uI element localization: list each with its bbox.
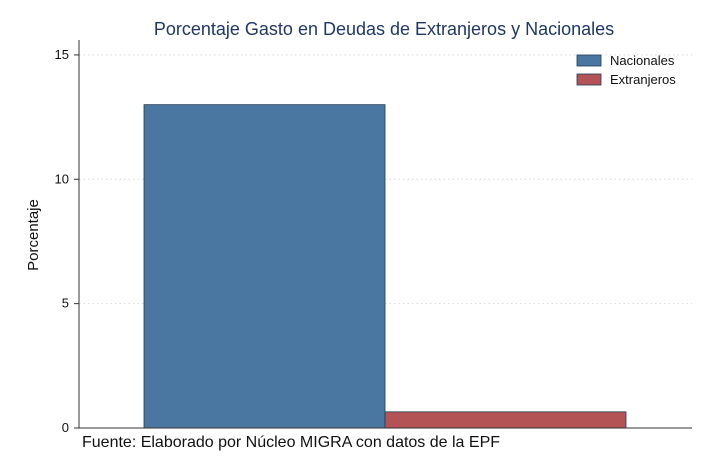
source-note: Fuente: Elaborado por Núcleo MIGRA con d… (82, 434, 500, 451)
y-tick-label: 0 (62, 420, 69, 435)
legend: Nacionales Extranjeros (576, 53, 676, 87)
legend-swatch-nacionales (576, 54, 602, 67)
y-tick-label: 15 (55, 47, 69, 62)
legend-swatch-extranjeros (576, 73, 602, 86)
chart-title: Porcentaje Gasto en Deudas de Extranjero… (154, 19, 614, 39)
y-tick-label: 10 (55, 171, 69, 186)
grid-lines (79, 54, 692, 305)
bar-nacionales (143, 104, 386, 429)
y-axis-label: Porcentaje (25, 199, 42, 271)
y-axis-ticks: 0 5 10 15 (55, 47, 79, 435)
bars (143, 104, 627, 429)
legend-label-extranjeros: Extranjeros (610, 72, 676, 87)
bar-extranjeros (384, 411, 627, 429)
y-tick-label: 5 (62, 296, 69, 311)
legend-label-nacionales: Nacionales (610, 53, 675, 68)
